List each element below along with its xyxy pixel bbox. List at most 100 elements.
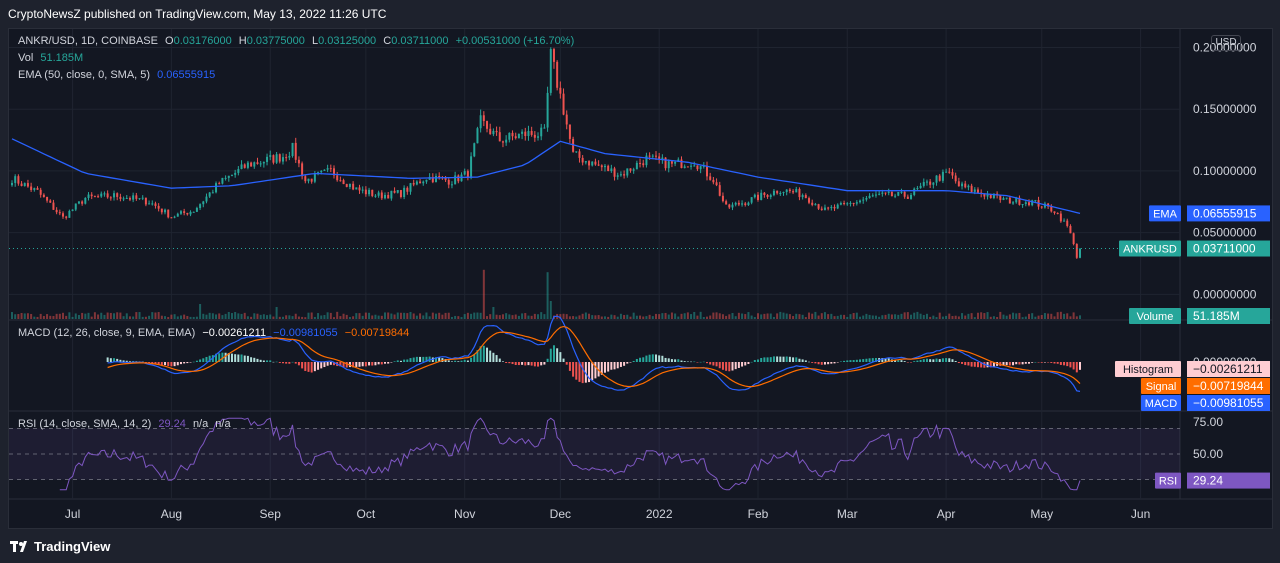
- volume-bar: [699, 311, 702, 319]
- currency-button[interactable]: USD: [1211, 35, 1241, 51]
- volume-bar: [320, 315, 323, 319]
- candle-body: [973, 189, 976, 192]
- macd-histogram-bar: [154, 362, 157, 364]
- volume-bar: [1069, 316, 1072, 319]
- volume-bar: [705, 316, 708, 319]
- candle-body: [1005, 197, 1008, 199]
- macd-histogram-bar: [1012, 362, 1015, 366]
- volume-bar: [355, 313, 358, 319]
- volume-bar: [517, 315, 520, 319]
- macd-histogram-bar: [119, 359, 122, 362]
- macd-histogram-bar: [623, 362, 626, 366]
- volume-bar: [387, 312, 390, 319]
- candle-body: [301, 163, 304, 177]
- chart-area[interactable]: Jul Aug Sep Oct Nov Dec 2022 Feb Mar Apr May Jun 0.2…: [8, 28, 1273, 529]
- macd-histogram-bar: [941, 358, 944, 362]
- rsi-badge-label: RSI: [1159, 476, 1177, 488]
- volume-bar: [227, 311, 230, 319]
- volume-bar: [479, 312, 482, 319]
- chart-svg[interactable]: Jul Aug Sep Oct Nov Dec 2022 Feb Mar Apr May Jun0.2…: [9, 29, 1272, 528]
- volume-bar: [686, 312, 689, 319]
- volume-bar: [371, 315, 374, 319]
- volume-bar: [747, 312, 750, 319]
- volume-bar: [151, 312, 154, 319]
- candle-body: [409, 183, 412, 192]
- candle-body: [511, 132, 514, 137]
- volume-bar: [750, 315, 753, 319]
- volume-bar: [138, 312, 141, 319]
- candle-body: [808, 198, 811, 203]
- volume-bar: [377, 315, 380, 319]
- volume-bar: [836, 315, 839, 319]
- volume-bar: [179, 315, 182, 319]
- volume-bar: [741, 313, 744, 319]
- volume-bar: [878, 316, 881, 319]
- macd-histogram-bar: [967, 362, 970, 366]
- macd-histogram-bar: [661, 355, 664, 362]
- candle-body: [1075, 244, 1078, 258]
- volume-bar: [572, 316, 575, 319]
- volume-bar: [884, 314, 887, 319]
- volume-bar: [868, 314, 871, 319]
- candle-body: [138, 198, 141, 200]
- candle-body: [215, 183, 218, 193]
- candle-body: [62, 213, 65, 217]
- macd-histogram-bar: [109, 358, 112, 362]
- macd-histogram-bar: [795, 357, 798, 362]
- volume-bar: [466, 312, 469, 319]
- high-value: 0.03775000: [246, 35, 305, 47]
- candle-body: [103, 193, 106, 195]
- rsi-badge-value-bg: [1187, 472, 1270, 489]
- volume-bar: [922, 315, 925, 319]
- candle-body: [792, 191, 795, 193]
- candle-body: [903, 191, 906, 197]
- volume-bar: [782, 312, 785, 319]
- volume-bar: [718, 313, 721, 319]
- candle-body: [160, 208, 163, 213]
- footer-brand: TradingView: [34, 539, 111, 554]
- candle-body: [549, 49, 552, 93]
- candle-body: [795, 188, 798, 193]
- candle-body: [610, 168, 613, 172]
- volume-bar: [616, 316, 619, 319]
- volume-bar: [827, 314, 830, 319]
- volume-bar: [154, 312, 157, 319]
- candle-body: [718, 185, 721, 196]
- volume-bar: [945, 315, 948, 319]
- candle-body: [498, 132, 501, 142]
- volume-bar: [906, 312, 909, 319]
- candle-body: [779, 192, 782, 194]
- volume-bar: [766, 313, 769, 319]
- macd-histogram-bar: [721, 362, 724, 370]
- volume-bar: [559, 314, 562, 319]
- macd-histogram-bar: [836, 362, 839, 363]
- volume-bar: [68, 312, 71, 319]
- candle-body: [297, 159, 300, 164]
- volume-bar: [929, 316, 932, 319]
- macd-histogram-bar: [559, 352, 562, 362]
- candle-body: [581, 157, 584, 163]
- rsi-tick-label: 50.00: [1193, 447, 1223, 461]
- rsi-badge-value: 29.24: [1193, 474, 1223, 488]
- candle-body: [658, 156, 661, 160]
- macd-histogram-bar: [447, 360, 450, 362]
- macd-histogram-bar: [849, 360, 852, 362]
- candle-body: [444, 177, 447, 180]
- candle-body: [600, 165, 603, 168]
- volume-bar: [403, 312, 406, 319]
- volume-bar: [33, 316, 36, 319]
- macd-histogram-bar: [183, 362, 186, 364]
- volume-bar: [524, 313, 527, 319]
- candle-body: [757, 194, 760, 200]
- candle-body: [447, 179, 450, 185]
- macd-histogram-bar: [651, 354, 654, 362]
- macd-histogram-bar: [910, 362, 913, 363]
- macd-histogram-bar: [492, 352, 495, 362]
- volume-bar: [170, 314, 173, 319]
- macd-histogram-bar: [961, 362, 964, 364]
- macd-histogram-bar: [170, 362, 173, 367]
- rsi-legend-value: 29.24: [158, 418, 186, 430]
- volume-bar: [549, 301, 552, 319]
- macd-histogram-bar: [377, 362, 380, 365]
- macd-histogram-bar: [355, 362, 358, 367]
